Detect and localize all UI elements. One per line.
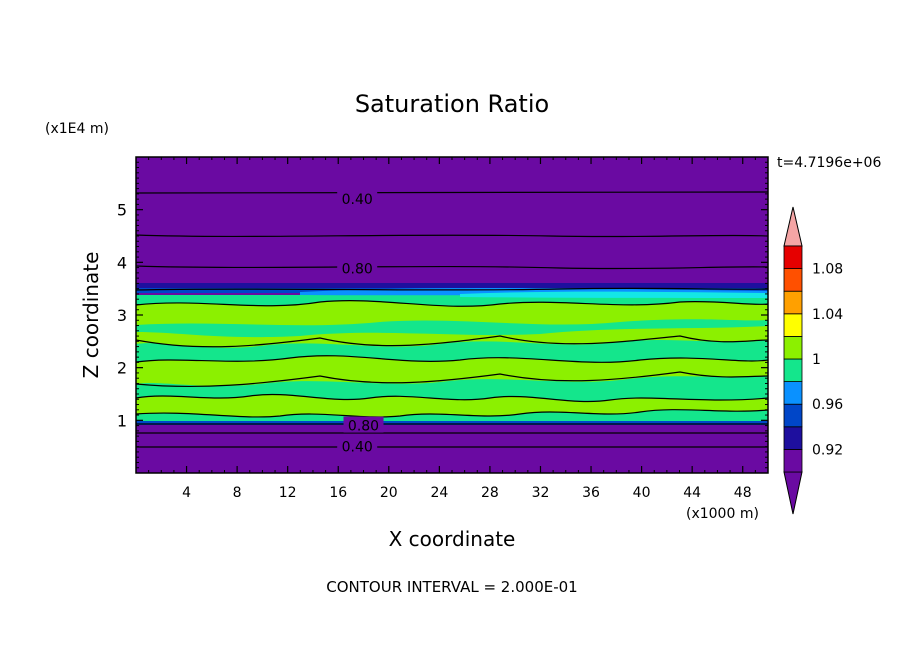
colorbar-swatch (783, 245, 803, 270)
y-tick-label: 4 (117, 253, 127, 272)
colorbar-over-arrow (783, 206, 803, 247)
lower-dry-fill (136, 425, 768, 473)
x-tick-label: 24 (430, 485, 448, 501)
x-tick-label: 44 (683, 485, 701, 501)
x-tick-label: 48 (734, 485, 752, 501)
colorbar-swatch (783, 313, 803, 337)
y-tick-label: 2 (117, 359, 127, 378)
colorbar-swatch (783, 358, 803, 383)
contour-label-bg (337, 437, 378, 454)
contour-interval-footer: CONTOUR INTERVAL = 2.000E-01 (326, 578, 577, 596)
contour-lines (136, 191, 768, 448)
colorbar-swatch (783, 381, 803, 405)
chart-title: Saturation Ratio (355, 90, 549, 118)
cloud-top-dark-band (136, 283, 768, 290)
contour-label: 0.40 (342, 440, 373, 456)
contour-label-bg (337, 190, 378, 207)
x-unit-label: (x1000 m) (686, 506, 759, 522)
contour-label-bg (343, 416, 384, 433)
contour-labels: 0.40 0.80 0.80 0.40 (337, 190, 384, 456)
contour-label: 0.40 (342, 192, 373, 208)
x-tick-label: 36 (582, 485, 600, 501)
contour-label: 0.80 (348, 419, 379, 435)
time-label: t=4.7196e+06 (777, 155, 881, 171)
x-tick-label: 16 (329, 485, 347, 501)
colorbar-label: 1 (812, 352, 821, 368)
y-tick-label: 3 (117, 306, 127, 325)
colorbar-swatch (783, 268, 803, 292)
y-unit-label: (x1E4 m) (45, 121, 109, 137)
colorbar-label: 0.92 (812, 442, 843, 458)
colorbar-label: 1.08 (812, 262, 843, 278)
colorbar-label: 1.04 (812, 307, 843, 323)
x-tick-label: 20 (380, 485, 398, 501)
x-tick-label: 4 (182, 485, 191, 501)
colorbar-swatch (783, 448, 803, 473)
x-tick-label: 28 (481, 485, 499, 501)
colorbar-swatch (783, 290, 803, 315)
contour-label: 0.80 (342, 262, 373, 278)
colorbar-swatch (783, 403, 803, 428)
y-axis: 1 2 3 4 5 (117, 161, 768, 469)
colorbar-swatch (783, 426, 803, 450)
cloud-top-cyan-band (460, 291, 768, 298)
y-tick-label: 5 (117, 201, 127, 220)
y-tick-label: 1 (117, 411, 127, 430)
plot-area (135, 156, 769, 474)
x-tick-label: 8 (233, 485, 242, 501)
contour-label-bg (337, 259, 378, 276)
x-axis: 4 8 12 16 20 24 28 32 36 40 44 48 (148, 157, 756, 501)
x-tick-label: 32 (532, 485, 550, 501)
colorbar-under-arrow (783, 471, 803, 515)
cloud-layer-fill (136, 295, 768, 425)
colorbar: 0.92 0.96 1 1.04 1.08 (783, 206, 843, 515)
x-tick-label: 40 (633, 485, 651, 501)
y-axis-label: Z coordinate (79, 252, 103, 379)
x-axis-label: X coordinate (389, 527, 516, 551)
cloud-base-band (136, 421, 768, 425)
colorbar-label: 0.96 (812, 397, 843, 413)
colorbar-swatch (783, 335, 803, 360)
x-tick-label: 12 (279, 485, 297, 501)
